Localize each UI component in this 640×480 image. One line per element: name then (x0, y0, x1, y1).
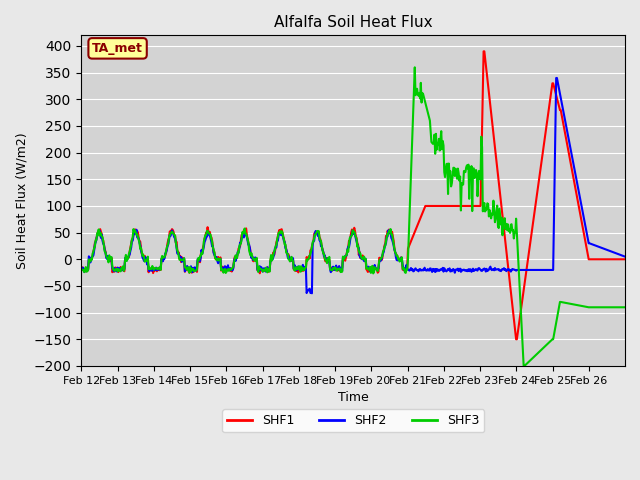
SHF1 (143, 256, 151, 262)
SHF3 (420, 94, 428, 100)
SHF3 (520, 363, 527, 369)
SHF3 (411, 64, 419, 70)
SHF3 (621, 304, 629, 310)
SHF1 (435, 203, 443, 209)
SHF3 (143, 258, 151, 264)
Title: Alfalfa Soil Heat Flux: Alfalfa Soil Heat Flux (274, 15, 433, 30)
SHF3 (87, 256, 95, 262)
Line: SHF2: SHF2 (81, 78, 625, 293)
SHF2 (87, 255, 95, 261)
SHF3 (436, 148, 444, 154)
SHF3 (77, 265, 85, 271)
X-axis label: Time: Time (338, 391, 369, 404)
SHF2 (552, 75, 560, 81)
SHF2 (621, 254, 629, 260)
Legend: SHF1, SHF2, SHF3: SHF1, SHF2, SHF3 (222, 409, 484, 432)
SHF3 (227, 267, 235, 273)
SHF1 (87, 255, 95, 261)
SHF1 (621, 256, 629, 262)
SHF2 (143, 262, 151, 267)
SHF2 (436, 267, 444, 273)
SHF2 (77, 266, 85, 272)
Line: SHF1: SHF1 (81, 51, 625, 339)
SHF3 (198, 252, 206, 257)
SHF1 (77, 266, 85, 272)
SHF1 (480, 48, 488, 54)
SHF2 (308, 290, 316, 296)
SHF1 (419, 209, 427, 215)
Line: SHF3: SHF3 (81, 67, 625, 366)
SHF1 (227, 265, 235, 271)
SHF2 (227, 267, 235, 273)
Text: TA_met: TA_met (92, 42, 143, 55)
Y-axis label: Soil Heat Flux (W/m2): Soil Heat Flux (W/m2) (15, 132, 28, 269)
SHF2 (198, 251, 206, 256)
SHF1 (198, 249, 206, 254)
SHF1 (512, 336, 520, 342)
SHF2 (420, 267, 428, 273)
